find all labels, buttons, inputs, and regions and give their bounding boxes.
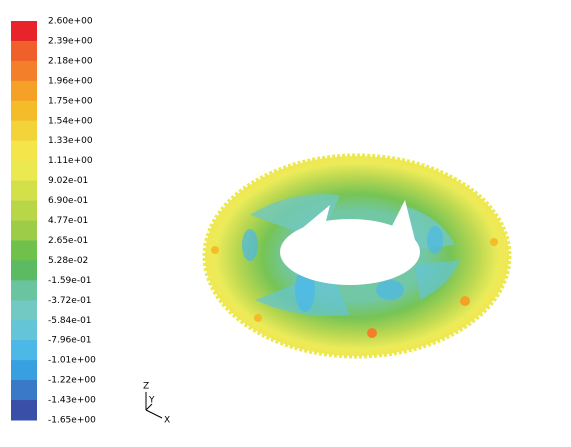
legend-label: 1.54e+00 xyxy=(48,116,93,126)
legend-label: -5.84e-01 xyxy=(48,316,92,326)
legend-label: 4.77e-01 xyxy=(48,216,88,226)
legend-swatch xyxy=(11,80,37,102)
legend-label: -1.43e+00 xyxy=(48,396,96,406)
legend-swatch xyxy=(11,120,37,142)
color-legend: 2.60e+00 2.39e+00 2.18e+00 1.96e+00 1.75e+00… xyxy=(11,17,96,426)
legend-swatch xyxy=(11,320,37,341)
legend-swatch xyxy=(11,240,37,261)
legend-label: 1.75e+00 xyxy=(48,96,93,106)
legend-label: 2.39e+00 xyxy=(48,36,93,46)
legend-label: -1.22e+00 xyxy=(48,376,96,386)
legend-swatch xyxy=(11,220,37,241)
legend-label: 2.65e-01 xyxy=(48,236,88,246)
legend-swatch xyxy=(11,180,37,202)
legend-swatch xyxy=(11,140,37,162)
legend-label: 1.96e+00 xyxy=(48,76,93,86)
legend-label: 1.11e+00 xyxy=(48,156,93,166)
legend-swatch xyxy=(11,340,37,361)
legend-label: -1.65e+00 xyxy=(48,416,96,426)
legend-swatch xyxy=(11,200,37,221)
legend-swatch xyxy=(11,21,37,42)
axis-label: Z xyxy=(143,382,149,392)
legend-label: 1.33e+00 xyxy=(48,136,93,146)
legend-swatch xyxy=(11,40,37,62)
legend-swatch xyxy=(11,380,37,401)
contour-plot xyxy=(202,153,512,359)
legend-swatch xyxy=(11,60,37,82)
legend-swatch xyxy=(11,160,37,182)
legend-swatch xyxy=(11,260,37,281)
legend-label: 5.28e-02 xyxy=(48,256,88,266)
axis-label: X xyxy=(164,416,170,426)
legend-label: 2.18e+00 xyxy=(48,56,93,66)
legend-label: -3.72e-01 xyxy=(48,296,92,306)
legend-swatch xyxy=(11,360,37,381)
legend-label: -7.96e-01 xyxy=(48,336,92,346)
legend-swatch xyxy=(11,100,37,122)
axis-triad: Z Y X xyxy=(143,382,170,426)
legend-label: 9.02e-01 xyxy=(48,176,88,186)
legend-swatch xyxy=(11,300,37,321)
legend-label: 6.90e-01 xyxy=(48,196,88,206)
legend-swatch xyxy=(11,400,37,421)
axis-label: Y xyxy=(148,396,155,406)
legend-label: 2.60e+00 xyxy=(48,17,93,27)
legend-label: -1.59e-01 xyxy=(48,276,92,286)
legend-swatch xyxy=(11,280,37,301)
legend-label: -1.01e+00 xyxy=(48,356,96,366)
